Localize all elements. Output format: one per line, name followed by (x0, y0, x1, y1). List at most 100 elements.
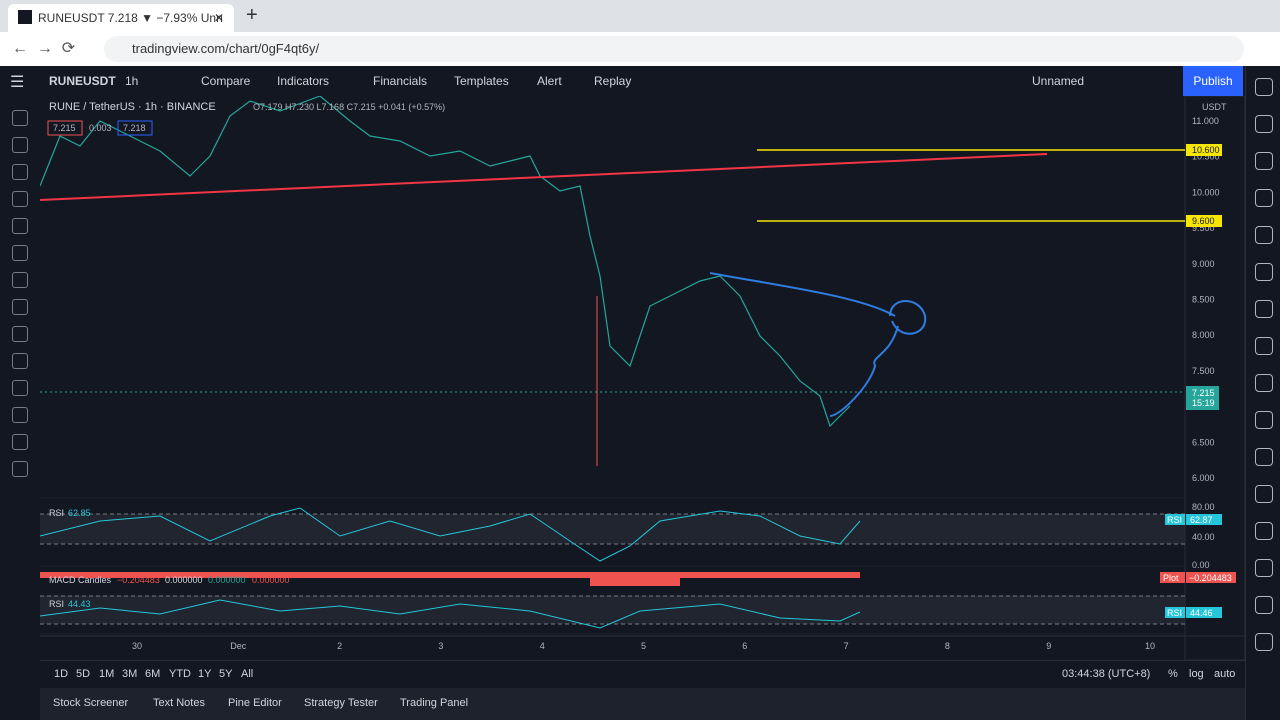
trend-line (40, 153, 1048, 201)
tool-icon[interactable] (12, 326, 28, 342)
chart-area: RUNE / TetherUS · 1h · BINANCE O7.179 H7… (40, 96, 1245, 660)
layout-name[interactable]: Unnamed (1032, 74, 1085, 88)
panel-tab[interactable]: Pine Editor (228, 697, 282, 709)
range-button[interactable]: 6M (145, 668, 161, 680)
sidebar-icon[interactable] (1255, 596, 1273, 614)
drawing-toolbar (0, 96, 41, 656)
rsi2-band (40, 596, 1185, 624)
bottom-bar: 1D 5D 1M 3M 6M YTD 1Y 5Y All 03:44:38 (UTC+8) % l… (40, 660, 1245, 687)
tag-bg (1186, 514, 1222, 525)
rsi-tag-name: RSI (1167, 515, 1182, 525)
panel-tab[interactable]: Trading Panel (400, 697, 469, 709)
symbol[interactable]: RUNEUSDT (49, 74, 116, 88)
tab-close[interactable]: ✕ (213, 11, 224, 25)
price-axis-bg (1184, 96, 1245, 660)
sidebar-icon[interactable] (1255, 263, 1273, 281)
time-label: 7 (844, 641, 849, 651)
range-button[interactable]: 5D (76, 668, 91, 680)
tag-bg (1186, 215, 1222, 227)
range-button[interactable]: 5Y (219, 668, 233, 680)
toolbar-button[interactable]: Compare (201, 74, 251, 88)
sidebar-icon[interactable] (1255, 337, 1273, 355)
tool-icon[interactable] (12, 137, 28, 153)
macd-name: MACD Candles (49, 575, 112, 585)
panel-tab[interactable]: Strategy Tester (304, 697, 378, 709)
sidebar-icon[interactable] (1255, 559, 1273, 577)
menu[interactable]: ☰ (10, 74, 25, 91)
rsi-line (40, 507, 861, 562)
macd-tag: −0.204483 (1189, 573, 1232, 583)
sidebar-icon[interactable] (1255, 300, 1273, 318)
tool-icon[interactable] (12, 299, 28, 315)
range-button[interactable]: YTD (169, 668, 191, 680)
panel-tabs: Stock Screener Text Notes Pine Editor Strat… (40, 688, 1245, 720)
time-label: 6 (742, 641, 747, 651)
sidebar-icon[interactable] (1255, 78, 1273, 96)
new-tab[interactable]: + (246, 4, 258, 26)
tool-icon[interactable] (12, 407, 28, 423)
toolbar-button[interactable]: Alert (537, 74, 562, 88)
time-label: 4 (540, 641, 545, 651)
tool-icon[interactable] (12, 164, 28, 180)
time-label: 8 (945, 641, 950, 651)
toolbar-button[interactable]: Templates (454, 74, 509, 88)
toolbar-button[interactable]: Replay (594, 74, 632, 88)
price-label: 8.000 (1192, 330, 1215, 340)
toolbar-button[interactable]: Financials (373, 74, 428, 88)
scale-toggle[interactable]: auto (1214, 668, 1236, 680)
tool-icon[interactable] (12, 218, 28, 234)
time-label: 10 (1145, 641, 1155, 651)
tool-icon[interactable] (12, 191, 28, 207)
time-label: 5 (641, 641, 646, 651)
range-button[interactable]: All (241, 668, 254, 680)
top-toolbar: ☰ RUNEUSDT 1h Compare Indicators Financial… (0, 66, 1280, 97)
time-label: 9 (1046, 641, 1051, 651)
price-label: 10.500 (1192, 152, 1220, 162)
publish-button[interactable]: Publish (1183, 66, 1243, 96)
url: tradingview.com/chart/0gF4qt6y/ (132, 41, 320, 56)
sidebar-icon[interactable] (1255, 448, 1273, 466)
rsi-name: RSI (49, 508, 64, 518)
range-button[interactable]: 1Y (198, 668, 212, 680)
range-button[interactable]: 1D (54, 668, 69, 680)
toolbar-button[interactable]: Indicators (277, 74, 330, 88)
macd-bars (590, 572, 680, 586)
rsi-value: 62.85 (68, 508, 91, 518)
sidebar-icon[interactable] (1255, 189, 1273, 207)
right-sidebar (1245, 66, 1280, 720)
tool-icon[interactable] (12, 272, 28, 288)
tool-icon[interactable] (12, 461, 28, 477)
interval[interactable]: 1h (125, 74, 139, 88)
browser-tab[interactable]: RUNEUSDT 7.218 ▼ −7.93% Unn ✕ (8, 4, 234, 32)
nav-buttons[interactable]: ← → ⟳ (12, 40, 76, 57)
sidebar-icon[interactable] (1255, 411, 1273, 429)
tool-icon[interactable] (12, 245, 28, 261)
rsi-axis: 0.00 (1192, 560, 1210, 570)
range-button[interactable]: 1M (99, 668, 115, 680)
price-label: 7.500 (1192, 366, 1215, 376)
range-button[interactable]: 3M (122, 668, 138, 680)
sidebar-icon[interactable] (1255, 485, 1273, 503)
tool-icon[interactable] (12, 110, 28, 126)
panel-tab[interactable]: Text Notes (153, 697, 205, 709)
url-field[interactable]: tradingview.com/chart/0gF4qt6y/ (104, 36, 1244, 62)
legend-ohlc: O7.179 H7.230 L7.168 C7.215 +0.041 (+0.5… (253, 102, 445, 112)
tool-icon[interactable] (12, 434, 28, 450)
tool-icon[interactable] (12, 380, 28, 396)
ask: 7.218 (123, 123, 146, 133)
tool-icon[interactable] (12, 353, 28, 369)
panel-tab[interactable]: Stock Screener (53, 697, 129, 709)
scale-toggle[interactable]: % (1168, 668, 1178, 680)
sidebar-icon[interactable] (1255, 374, 1273, 392)
tab-title: RUNEUSDT 7.218 ▼ −7.93% Unn (38, 11, 223, 25)
macd-value: −0.204483 (117, 575, 160, 585)
sidebar-icon[interactable] (1255, 115, 1273, 133)
sidebar-icon[interactable] (1255, 226, 1273, 244)
sidebar-icon[interactable] (1255, 152, 1273, 170)
sidebar-icon[interactable] (1255, 522, 1273, 540)
price-label: 6.500 (1192, 437, 1215, 447)
time-label: 3 (438, 641, 443, 651)
time-axis: 30 Dec 2 3 4 5 6 7 8 9 10 (132, 641, 1155, 651)
scale-toggle[interactable]: log (1189, 668, 1204, 680)
sidebar-icon[interactable] (1255, 633, 1273, 651)
